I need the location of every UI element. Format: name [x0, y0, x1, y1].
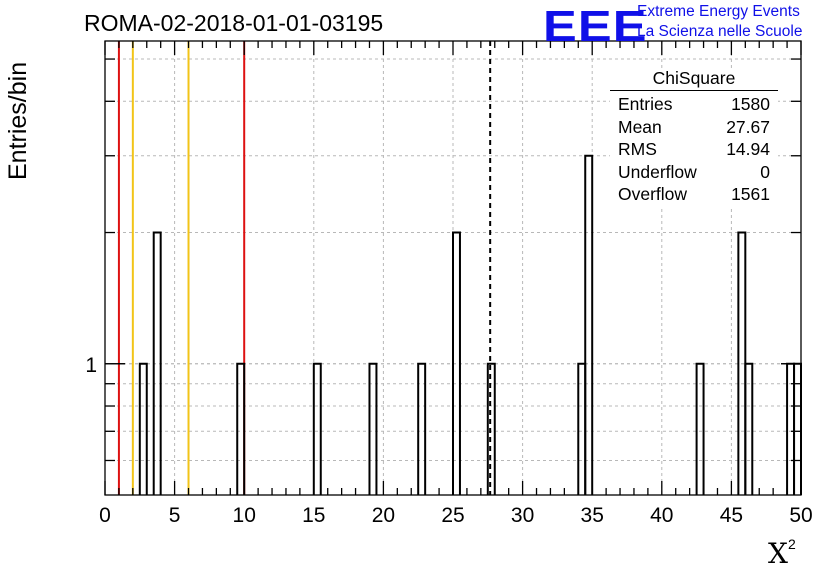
x-tick-label: 20 — [372, 504, 395, 527]
stats-label: Entries — [618, 94, 673, 114]
histogram-bin — [236, 362, 246, 495]
stats-box: ChiSquare Entries 1580 Mean 27.67 RMS 14… — [610, 68, 778, 206]
stats-value: 14.94 — [726, 139, 770, 159]
histogram-bin — [312, 362, 322, 495]
stats-title: ChiSquare — [610, 68, 778, 91]
histogram-bin — [368, 362, 378, 495]
x-tick-label: 45 — [720, 504, 743, 527]
axis-ticks: 0 5 10 15 20 25 30 35 40 45 50 1 — [85, 41, 813, 527]
x-tick-label: 30 — [511, 504, 534, 527]
histogram-bin — [417, 362, 427, 495]
stats-label: Overflow — [618, 184, 688, 204]
histogram-bin — [486, 362, 496, 495]
stats-row-mean: Mean 27.67 — [610, 116, 778, 139]
stats-row-rms: RMS 14.94 — [610, 138, 778, 161]
stats-label: Underflow — [618, 161, 697, 182]
x-axis-label-base: X — [768, 537, 788, 570]
stats-value: 0 — [760, 161, 770, 182]
chart-title: ROMA-02-2018-01-01-03195 — [84, 10, 384, 36]
stats-value: 1561 — [731, 184, 770, 204]
x-tick-label: 40 — [650, 504, 673, 527]
x-tick-label: 35 — [581, 504, 604, 527]
stats-label: RMS — [618, 139, 657, 159]
histogram-bin — [152, 231, 162, 495]
stats-value: 27.67 — [726, 116, 770, 137]
eee-logo: EEE — [543, 2, 648, 51]
logo-tagline-2: La Scienza nelle Scuole — [637, 23, 803, 40]
x-tick-label: 25 — [441, 504, 464, 527]
stats-row-underflow: Underflow 0 — [610, 161, 778, 184]
x-axis-label-superscript: 2 — [787, 536, 796, 552]
y-tick-label: 1 — [85, 354, 97, 377]
stats-label: Mean — [618, 116, 662, 137]
histogram-series — [138, 154, 802, 495]
stats-row-overflow: Overflow 1561 — [610, 183, 778, 206]
x-axis-label: X2 — [768, 536, 796, 570]
x-tick-label: 5 — [169, 504, 181, 527]
y-axis-label: Entries/bin — [4, 61, 32, 180]
stats-row-entries: Entries 1580 — [610, 93, 778, 116]
histogram-bin — [744, 362, 754, 495]
x-tick-label: 50 — [789, 504, 812, 527]
histogram-bin — [584, 154, 594, 495]
histogram-bin — [138, 362, 148, 495]
x-tick-label: 10 — [233, 504, 256, 527]
stats-value: 1580 — [731, 94, 770, 114]
histogram-bin — [695, 362, 705, 495]
logo-tagline-1: Extreme Energy Events — [637, 3, 800, 20]
histogram-bin — [452, 231, 461, 495]
x-tick-label: 15 — [302, 504, 325, 527]
x-tick-label: 0 — [99, 504, 111, 527]
